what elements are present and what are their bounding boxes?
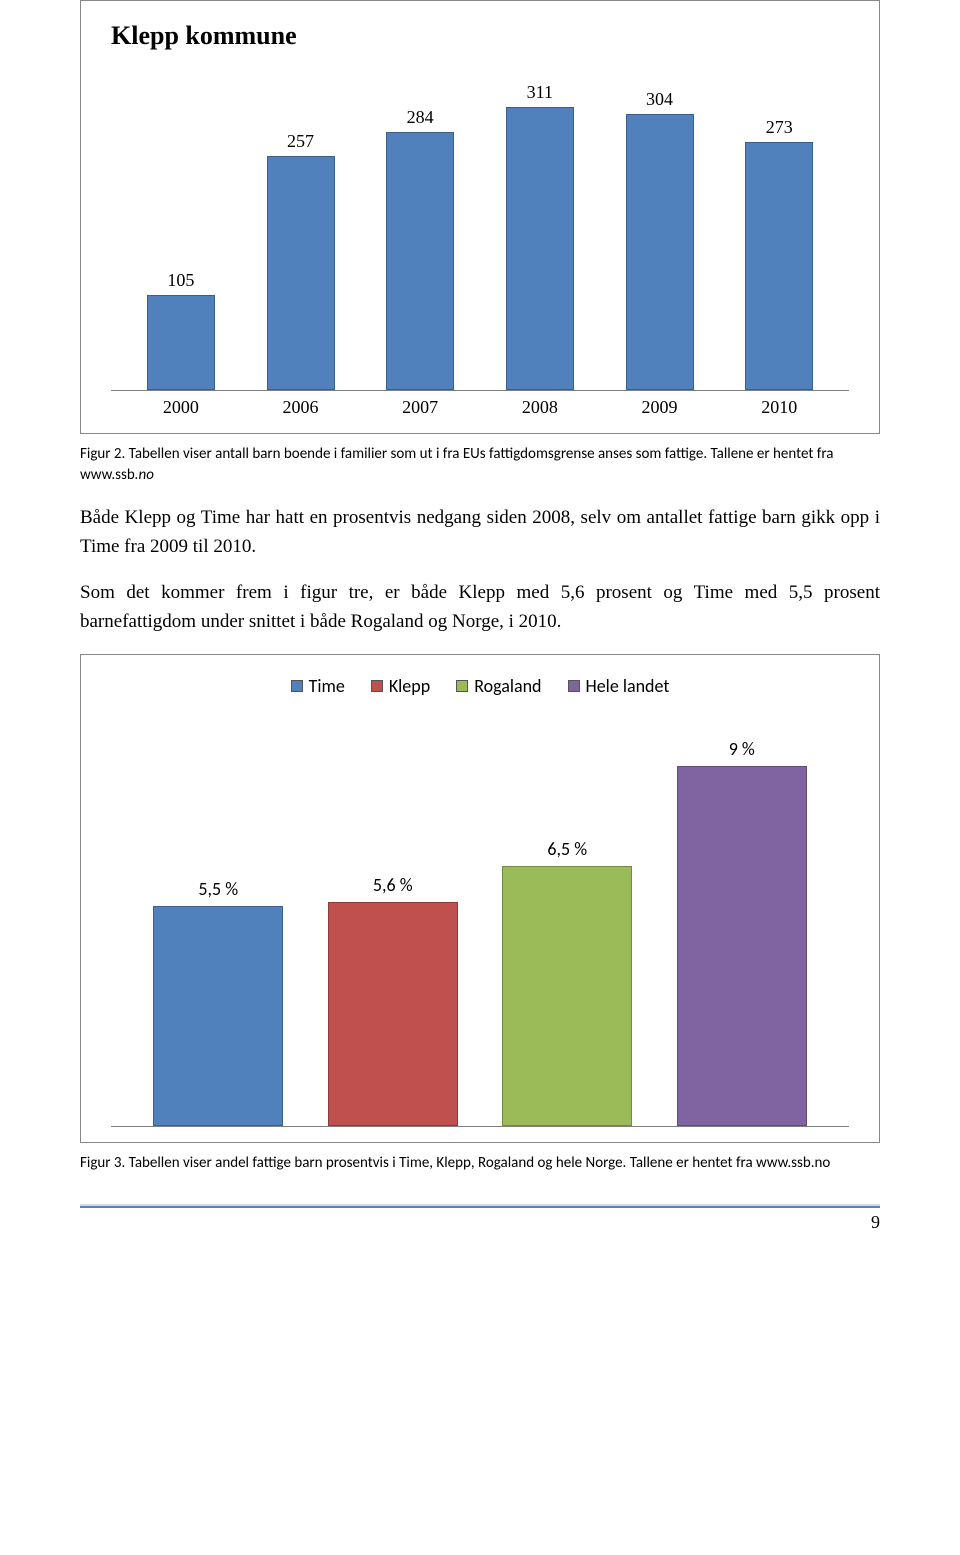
chart-klepp-kommune: Klepp kommune 105257284311304273 2000200… — [80, 0, 880, 434]
chart1-title: Klepp kommune — [111, 21, 849, 51]
chart1-bar-value-label: 105 — [167, 270, 194, 291]
page-footer: 9 — [80, 1204, 880, 1233]
figure-2-caption: Figur 2. Tabellen viser antall barn boen… — [80, 444, 880, 486]
chart2-legend: Time Klepp Rogaland Hele landet — [111, 675, 849, 697]
chart2-legend-swatch — [371, 680, 383, 692]
chart1-bar: 311 — [480, 71, 600, 390]
chart1-x-tick: 2010 — [719, 397, 839, 418]
chart1-bar: 304 — [600, 71, 720, 390]
chart1-bar: 273 — [719, 71, 839, 390]
footer-rule — [80, 1204, 880, 1208]
chart1-bar-rect — [745, 142, 813, 390]
figure-3-caption: Figur 3. Tabellen viser andel fattige ba… — [80, 1153, 880, 1174]
chart1-bar-value-label: 284 — [407, 107, 434, 128]
chart2-legend-label: Time — [309, 675, 345, 697]
chart2-legend-label: Rogaland — [474, 675, 541, 697]
chart2-legend-item: Time — [291, 675, 345, 697]
chart1-bar-value-label: 304 — [646, 89, 673, 110]
chart1-bar-value-label: 257 — [287, 131, 314, 152]
chart1-bar: 105 — [121, 71, 241, 390]
chart2-bar-value-label: 9 % — [729, 738, 755, 760]
chart2-bar: 5,5 % — [131, 727, 306, 1126]
chart2-legend-label: Klepp — [389, 675, 430, 697]
chart2-legend-label: Hele landet — [586, 675, 670, 697]
chart1-x-tick: 2000 — [121, 397, 241, 418]
chart1-x-tick: 2007 — [360, 397, 480, 418]
chart2-bar-rect — [677, 766, 807, 1126]
chart2-bar-rect — [328, 902, 458, 1126]
chart2-bar-rect — [153, 906, 283, 1126]
chart1-bar: 257 — [241, 71, 361, 390]
chart2-legend-item: Rogaland — [456, 675, 541, 697]
chart1-bar-rect — [267, 156, 335, 390]
chart1-bar-value-label: 273 — [766, 117, 793, 138]
caption1-text: Figur 2. Tabellen viser antall barn boen… — [80, 445, 833, 484]
chart2-bars-area: 5,5 % 5,6 % 6,5 % 9 % — [111, 727, 849, 1127]
chart1-x-axis: 200020062007200820092010 — [111, 391, 849, 418]
chart-percent-comparison: Time Klepp Rogaland Hele landet 5,5 % 5,6 % 6… — [80, 654, 880, 1143]
chart1-bar-value-label: 311 — [527, 82, 553, 103]
paragraph-1: Både Klepp og Time har hatt en prosentvi… — [80, 504, 880, 561]
chart2-legend-item: Klepp — [371, 675, 430, 697]
chart2-bar-value-label: 5,6 % — [373, 874, 413, 896]
chart1-bar-rect — [506, 107, 574, 390]
chart2-bar-value-label: 6,5 % — [547, 838, 587, 860]
chart1-bar: 284 — [360, 71, 480, 390]
chart2-legend-item: Hele landet — [568, 675, 670, 697]
chart2-bar: 9 % — [655, 727, 830, 1126]
page-number: 9 — [80, 1212, 880, 1233]
chart1-x-tick: 2008 — [480, 397, 600, 418]
caption1-italic: .no — [135, 466, 154, 484]
chart2-legend-swatch — [291, 680, 303, 692]
chart2-bar: 5,6 % — [306, 727, 481, 1126]
chart2-bar: 6,5 % — [480, 727, 655, 1126]
chart1-bar-rect — [386, 132, 454, 390]
chart1-bars-area: 105 257 284 311 304 273 — [111, 71, 849, 391]
chart2-bar-rect — [502, 866, 632, 1126]
chart1-bar-rect — [147, 295, 215, 390]
chart1-x-tick: 2009 — [600, 397, 720, 418]
chart2-legend-swatch — [568, 680, 580, 692]
paragraph-2: Som det kommer frem i figur tre, er både… — [80, 579, 880, 636]
chart2-bar-value-label: 5,5 % — [198, 878, 238, 900]
chart1-bar-rect — [626, 114, 694, 390]
chart1-x-tick: 2006 — [241, 397, 361, 418]
chart2-legend-swatch — [456, 680, 468, 692]
